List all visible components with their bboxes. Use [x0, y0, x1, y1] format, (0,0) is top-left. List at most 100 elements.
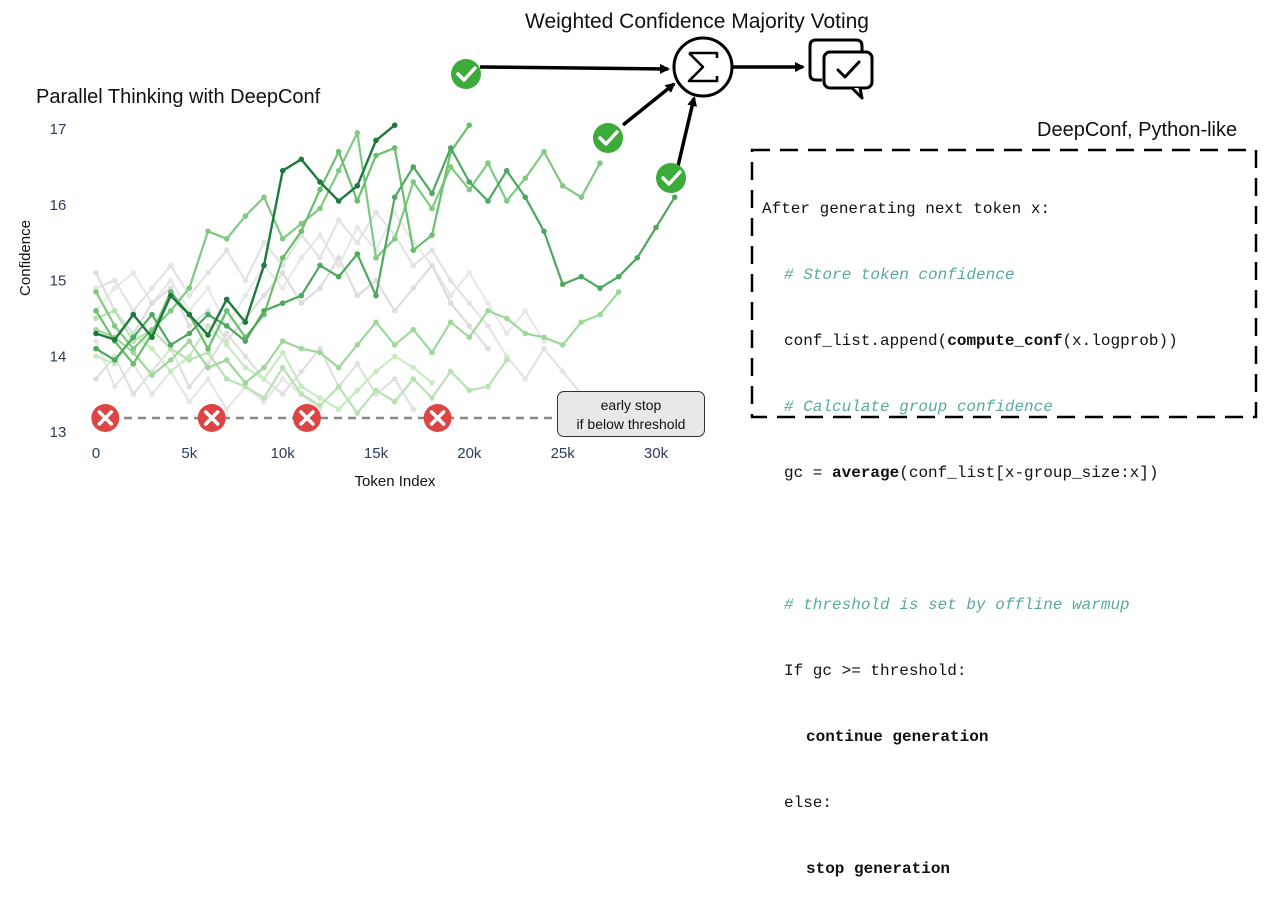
data-point [410, 326, 417, 333]
data-point [167, 262, 174, 269]
data-point [261, 376, 267, 382]
data-point [298, 254, 305, 261]
data-point [466, 387, 473, 394]
data-point [559, 342, 566, 348]
data-point [391, 376, 398, 382]
data-point [410, 262, 417, 269]
series-line [95, 211, 545, 342]
code-blank [762, 528, 1178, 550]
data-point [391, 342, 398, 348]
data-point [503, 330, 510, 337]
data-point [373, 277, 379, 284]
data-point [205, 364, 211, 371]
data-point [279, 167, 286, 174]
code-line-gc: gc = average(conf_list[x-group_size:x]) [762, 462, 1178, 484]
data-point [485, 383, 491, 390]
data-point [354, 292, 361, 299]
series-line [95, 332, 415, 410]
data-point [522, 308, 529, 314]
data-point [186, 357, 193, 363]
data-point [578, 273, 585, 280]
y-tick-label: 13 [50, 424, 67, 441]
diagram-title: Weighted Confidence Majority Voting [525, 10, 869, 33]
data-point [186, 398, 193, 405]
y-tick-label: 15 [50, 273, 67, 290]
data-point [335, 406, 342, 413]
data-point [111, 323, 118, 329]
data-point [391, 236, 398, 242]
data-point [373, 254, 379, 261]
data-point [111, 336, 118, 343]
x-tick-label: 0 [92, 445, 100, 462]
data-point [410, 285, 417, 291]
series-line [95, 211, 601, 403]
data-point [391, 398, 398, 405]
data-point [317, 395, 323, 401]
data-point [111, 277, 118, 284]
arrow-check-2-to-sum [621, 82, 676, 127]
data-point [485, 198, 491, 204]
stop-icon [197, 404, 226, 432]
code-comment-2: # Calculate group confidence [784, 398, 1053, 416]
chart-axes: 0 5k 10k 15k 20k 25k 30k 13 14 15 16 17 Token Index C… [17, 121, 669, 490]
series-trace-gray-e [93, 209, 547, 344]
data-point [373, 292, 379, 299]
y-tick-label: 14 [50, 348, 67, 365]
data-point [186, 311, 193, 318]
arrow-check-1-to-sum [479, 63, 670, 74]
data-point [279, 236, 286, 242]
series-line [95, 131, 601, 350]
stop-icon-x [203, 410, 220, 426]
series-line [95, 146, 676, 362]
data-point [279, 300, 286, 307]
code-stop: stop generation [762, 858, 1178, 880]
data-point [186, 292, 193, 299]
series-trace-dark [93, 122, 398, 343]
data-point [615, 273, 622, 280]
data-point [223, 342, 230, 348]
stop-markers [91, 404, 452, 432]
data-point [93, 345, 99, 352]
data-point [391, 194, 398, 200]
data-point [111, 383, 118, 390]
y-tick-label: 16 [50, 197, 67, 214]
check-icon-1 [451, 59, 481, 89]
code-else: else: [784, 794, 833, 812]
data-point [503, 167, 510, 174]
data-point [279, 285, 286, 291]
data-point [261, 239, 267, 246]
data-point [354, 251, 361, 257]
data-point [167, 342, 174, 348]
chart-title: Parallel Thinking with DeepConf [36, 86, 321, 108]
arrow-check-3-to-sum [676, 96, 698, 167]
data-point [447, 164, 454, 170]
data-point [242, 364, 249, 371]
sigma-icon [672, 36, 734, 98]
check-icon-2 [593, 123, 623, 153]
data-point [130, 311, 137, 318]
data-point [93, 376, 99, 382]
x-tick-label: 15k [364, 445, 389, 462]
data-point [559, 368, 566, 375]
data-point [335, 217, 342, 223]
data-point [597, 160, 603, 166]
data-point [93, 330, 99, 337]
x-axis-label: Token Index [355, 473, 436, 490]
x-tick-label: 30k [644, 445, 669, 462]
data-point [354, 198, 361, 204]
data-point [317, 349, 323, 356]
data-point [335, 148, 342, 155]
data-point [485, 323, 491, 329]
stop-icon-x [97, 410, 114, 426]
data-point [149, 372, 155, 379]
code-box [750, 148, 1258, 419]
data-point [466, 179, 473, 185]
data-point [93, 308, 99, 314]
chat-check-icon [808, 38, 874, 100]
data-point [298, 391, 305, 397]
data-point [261, 308, 267, 314]
data-point [429, 232, 435, 238]
data-point [149, 311, 155, 318]
data-point [298, 300, 305, 307]
data-point [242, 213, 249, 219]
